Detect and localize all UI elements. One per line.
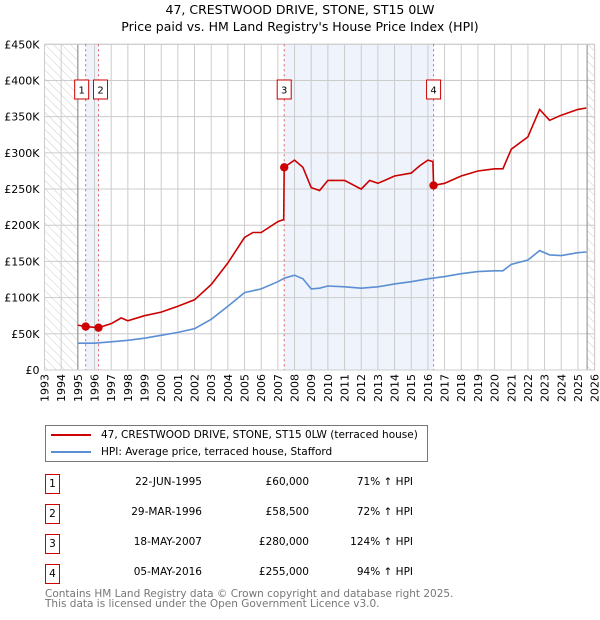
sale-price: £255,000 (258, 566, 309, 578)
sale-date: 22-JUN-1995 (135, 476, 202, 488)
x-tick-label: 1999 (139, 374, 152, 402)
sale-point-4 (429, 181, 438, 190)
sale-hpi-change: 72% ↑ HPI (356, 506, 413, 518)
sale-price: £60,000 (265, 476, 309, 488)
y-tick-label: £250K (4, 183, 40, 196)
x-tick-label: 2007 (272, 374, 285, 402)
sale-hpi-change: 71% ↑ HPI (356, 476, 413, 488)
property-price-line (77, 107, 587, 329)
chart-subtitle: Price paid vs. HM Land Registry's House … (121, 19, 479, 34)
sale-label-box-3 (276, 79, 292, 100)
x-tick-label: 2024 (555, 374, 568, 402)
table-row: 3 18-MAY-2007 £280,000 124% ↑ HPI (45, 534, 445, 554)
sale-date: 18-MAY-2007 (133, 536, 202, 548)
x-tick-label: 2015 (405, 374, 418, 402)
x-tick-label: 2018 (455, 374, 468, 402)
x-tick-label: 2014 (389, 374, 402, 402)
plot-frame (44, 43, 596, 371)
sale-number-badge: 3 (45, 534, 60, 554)
x-tick-label: 2019 (472, 374, 485, 402)
legend-label-property: 47, CRESTWOOD DRIVE, STONE, ST15 0LW (te… (101, 429, 418, 441)
x-tick-label: 2005 (239, 374, 252, 402)
x-tick-label: 2017 (439, 374, 452, 402)
x-tick-label: 2011 (339, 374, 352, 402)
x-tick-label: 2010 (322, 374, 335, 402)
table-row: 4 05-MAY-2016 £255,000 94% ↑ HPI (45, 564, 445, 584)
chart-title: 47, CRESTWOOD DRIVE, STONE, ST15 0LW (165, 2, 435, 17)
legend-label-hpi: HPI: Average price, terraced house, Staf… (101, 446, 333, 458)
table-row: 2 29-MAR-1996 £58,500 72% ↑ HPI (45, 504, 445, 524)
y-tick-label: £350K (4, 111, 40, 124)
table-row: 1 22-JUN-1995 £60,000 71% ↑ HPI (45, 474, 445, 494)
x-tick-label: 2000 (155, 374, 168, 402)
price-chart: 1993 1994 1995 1996 1997 1998 1999 2000 2001 2002… (4, 38, 600, 402)
x-tick-label: 2003 (205, 374, 218, 402)
x-tick-label: 2021 (505, 374, 518, 402)
x-tick-label: 2009 (305, 374, 318, 402)
x-tick-label: 2026 (589, 374, 600, 402)
footer-line-1: Contains HM Land Registry data © Crown c… (45, 588, 454, 600)
footer-line-2: This data is licensed under the Open Gov… (45, 598, 380, 610)
sale-label-4: 4 (430, 86, 436, 97)
y-tick-label: £400K (4, 74, 40, 87)
x-tick-label: 1993 (39, 374, 52, 402)
x-tick-label: 1998 (122, 374, 135, 402)
x-tick-label: 2006 (255, 374, 268, 402)
x-tick-label: 1995 (72, 374, 85, 402)
x-tick-label: 2008 (289, 374, 302, 402)
y-tick-label: £0 (26, 364, 40, 377)
ownership-band-2 (284, 44, 434, 371)
sale-date: 05-MAY-2016 (133, 566, 202, 578)
y-tick-label: £100K (4, 292, 40, 305)
x-tick-label: 2023 (539, 374, 552, 402)
ownership-band-1 (85, 44, 99, 371)
x-tick-label: 1997 (105, 374, 118, 402)
sale-number-badge: 2 (45, 504, 60, 524)
x-tick-label: 2001 (172, 374, 185, 402)
legend-swatch-hpi (51, 451, 91, 453)
y-tick-label: £450K (4, 38, 40, 51)
x-tick-label: 2016 (422, 374, 435, 402)
x-tick-label: 2025 (572, 374, 585, 402)
hpi-line (77, 249, 587, 345)
legend-swatch-property (51, 434, 91, 436)
y-tick-label: £150K (4, 255, 40, 268)
x-tick-label: 2012 (355, 374, 368, 402)
sale-label-box-4 (426, 79, 442, 100)
sale-number-badge: 1 (45, 474, 60, 494)
x-tick-label: 1994 (55, 374, 68, 402)
y-tick-label: £50K (11, 328, 40, 341)
sale-hpi-change: 124% ↑ HPI (350, 536, 413, 548)
sale-label-1: 1 (78, 86, 84, 97)
y-tick-label: £300K (4, 147, 40, 160)
sale-point-3 (280, 163, 289, 172)
x-tick-label: 2020 (489, 374, 502, 402)
sale-label-box-1 (74, 79, 90, 100)
sale-point-1 (81, 322, 90, 331)
sale-label-3: 3 (281, 86, 287, 97)
x-tick-label: 2004 (222, 374, 235, 402)
sale-date: 29-MAR-1996 (131, 506, 202, 518)
sale-label-2: 2 (97, 86, 103, 97)
sale-price: £280,000 (258, 536, 309, 548)
x-tick-label: 2013 (372, 374, 385, 402)
sale-number-badge: 4 (45, 564, 60, 584)
x-tick-label: 2002 (189, 374, 202, 402)
hatched-region-future (587, 44, 595, 371)
x-tick-label: 2022 (522, 374, 535, 402)
sale-hpi-change: 94% ↑ HPI (356, 566, 413, 578)
sale-point-2 (94, 323, 103, 332)
x-tick-label: 1996 (89, 374, 102, 402)
sale-label-box-2 (93, 79, 109, 100)
legend: 47, CRESTWOOD DRIVE, STONE, ST15 0LW (te… (45, 425, 428, 462)
sale-price: £58,500 (265, 506, 309, 518)
y-tick-label: £200K (4, 219, 40, 232)
